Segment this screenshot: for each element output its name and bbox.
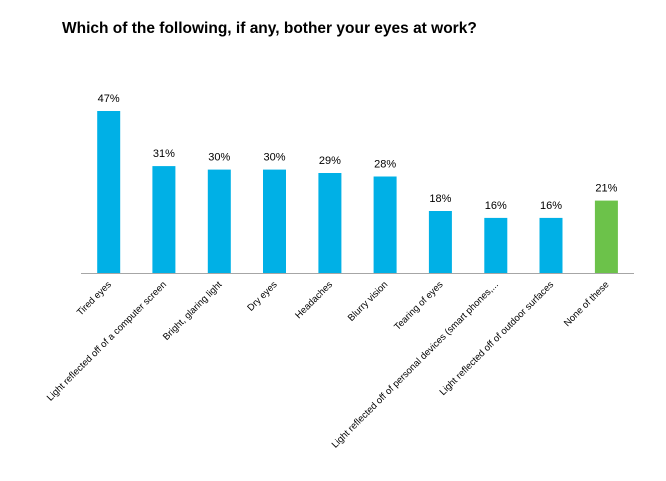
- bar-8: [484, 217, 508, 273]
- bar-10: [594, 200, 618, 273]
- category-label-9: Light reflected off of outdoor surfaces: [438, 279, 557, 398]
- category-label-3: Bright, glaring light: [161, 279, 225, 343]
- category-label-1: Tired eyes: [75, 279, 114, 318]
- bar-3: [207, 169, 231, 273]
- bars-group: [97, 111, 618, 273]
- category-label-2: Light reflected off of a computer screen: [45, 279, 169, 403]
- category-label-7: Tearing of eyes: [392, 279, 446, 333]
- bar-5: [318, 173, 342, 273]
- bar-6: [373, 176, 397, 273]
- value-label-1: 47%: [98, 93, 120, 105]
- category-label-5: Headaches: [293, 279, 335, 321]
- category-label-6: Blurry vision: [346, 279, 390, 323]
- bar-7: [428, 211, 452, 273]
- value-label-10: 21%: [595, 183, 617, 195]
- value-label-8: 16%: [485, 200, 507, 212]
- value-label-9: 16%: [540, 200, 562, 212]
- chart-title: Which of the following, if any, bother y…: [62, 20, 477, 37]
- bar-4: [263, 169, 286, 273]
- value-labels-group: 47% 31% 30% 30% 29% 28% 18% 16% 16% 21%: [98, 93, 618, 212]
- value-label-7: 18%: [429, 193, 451, 205]
- category-label-10: None of these: [562, 279, 612, 329]
- value-label-3: 30%: [208, 152, 230, 164]
- bar-9: [539, 217, 563, 273]
- value-label-5: 29%: [319, 155, 341, 167]
- bar-1: [97, 111, 121, 273]
- category-label-4: Dry eyes: [245, 279, 279, 313]
- bar-2: [152, 166, 176, 273]
- value-label-4: 30%: [263, 152, 285, 164]
- value-label-2: 31%: [153, 148, 175, 160]
- value-label-6: 28%: [374, 159, 396, 171]
